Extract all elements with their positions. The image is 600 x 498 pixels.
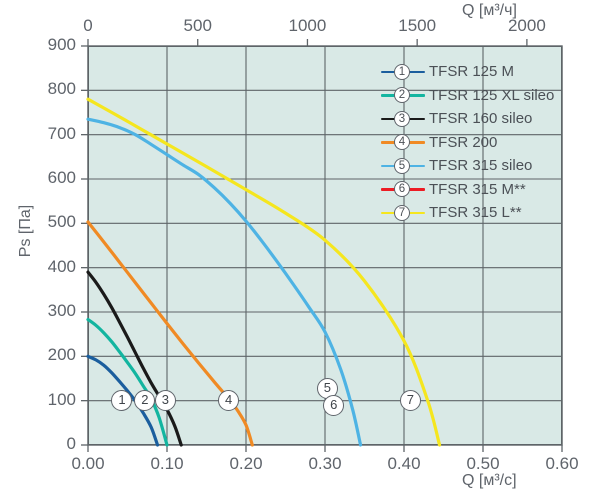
legend-number-badge: 7 [394,204,410,221]
x-tick-label: 0.50 [466,454,500,473]
y-tick-label: 800 [47,79,76,99]
legend-item-5[interactable]: 5 TFSR 315 sileo [381,154,559,178]
legend-marker-icon: 5 [381,156,425,176]
x-tick-label: 0.40 [387,454,421,473]
legend-marker-icon: 6 [381,179,425,199]
legend-number-badge: 6 [394,181,410,198]
chart-legend: 1 TFSR 125 M 2 TFSR 125 XL sileo 3 TFSR 160 s… [381,60,559,225]
legend-marker-icon: 4 [381,132,425,152]
x-top-tick-label: 1000 [288,16,327,35]
legend-marker-icon: 1 [381,62,425,82]
legend-item-6[interactable]: 6 TFSR 315 M** [381,178,559,202]
legend-number-badge: 4 [394,134,410,151]
legend-marker-icon: 7 [381,203,425,223]
legend-marker-icon: 2 [381,85,425,105]
curve-badge-4: 4 [218,390,240,412]
x-top-tick-label: 1500 [398,16,437,35]
curve-4 [86,220,254,447]
y-tick-label: 300 [47,301,76,320]
x-tick-label: 0.30 [308,454,342,473]
legend-item-7[interactable]: 7 TFSR 315 L** [381,201,559,225]
legend-label: TFSR 315 M** [429,180,526,198]
x-tick-label: 0.10 [150,454,184,473]
legend-marker-icon: 3 [381,109,425,129]
curve-badge-6: 6 [323,394,345,416]
plot-frame [87,45,563,446]
x-axis-title-bottom: Q [м³/с] [462,472,517,489]
legend-number-badge: 1 [394,63,410,80]
y-axis-title: Ps [Пa] [17,204,34,258]
x-top-tick-label: 2000 [507,16,546,35]
legend-item-3[interactable]: 3 TFSR 160 sileo [381,107,559,131]
curve-badge-2: 2 [134,390,156,412]
legend-label: TFSR 125 M [429,63,515,81]
y-tick-label: 400 [47,256,76,276]
x-tick-label: 0.00 [71,454,105,473]
legend-item-2[interactable]: 2 TFSR 125 XL sileo [381,84,559,108]
curve-badge-1: 1 [111,390,133,412]
legend-item-4[interactable]: 4 TFSR 200 [381,131,559,155]
y-tick-label: 900 [47,35,76,54]
y-tick-label: 500 [47,212,76,232]
y-tick-label: 200 [47,345,76,365]
curve-badge-3: 3 [154,390,176,412]
curve-3 [86,270,183,447]
curve-7 [86,97,442,447]
x-tick-label: 0.20 [229,454,263,473]
x-tick-label: 0.60 [545,454,579,473]
legend-number-badge: 2 [394,87,410,104]
x-top-tick-label: 0 [83,16,93,35]
y-tick-label: 600 [47,168,76,187]
legend-label: TFSR 200 [429,133,498,151]
x-top-tick-label: 500 [183,16,212,35]
legend-label: TFSR 315 L** [429,204,522,222]
y-tick-label: 100 [47,389,76,409]
legend-label: TFSR 160 sileo [429,110,533,128]
x-axis-title-top: Q [м³/ч] [462,2,517,19]
legend-item-1[interactable]: 1 TFSR 125 M [381,60,559,84]
curve-1 [86,354,160,447]
legend-label: TFSR 315 sileo [429,157,533,175]
curve-5 [86,117,363,447]
y-tick-label: 0 [66,434,76,453]
curve-badge-7: 7 [399,390,421,412]
legend-number-badge: 5 [394,157,410,174]
y-tick-label: 700 [47,123,76,143]
legend-number-badge: 3 [394,110,410,127]
legend-label: TFSR 125 XL sileo [429,86,555,104]
